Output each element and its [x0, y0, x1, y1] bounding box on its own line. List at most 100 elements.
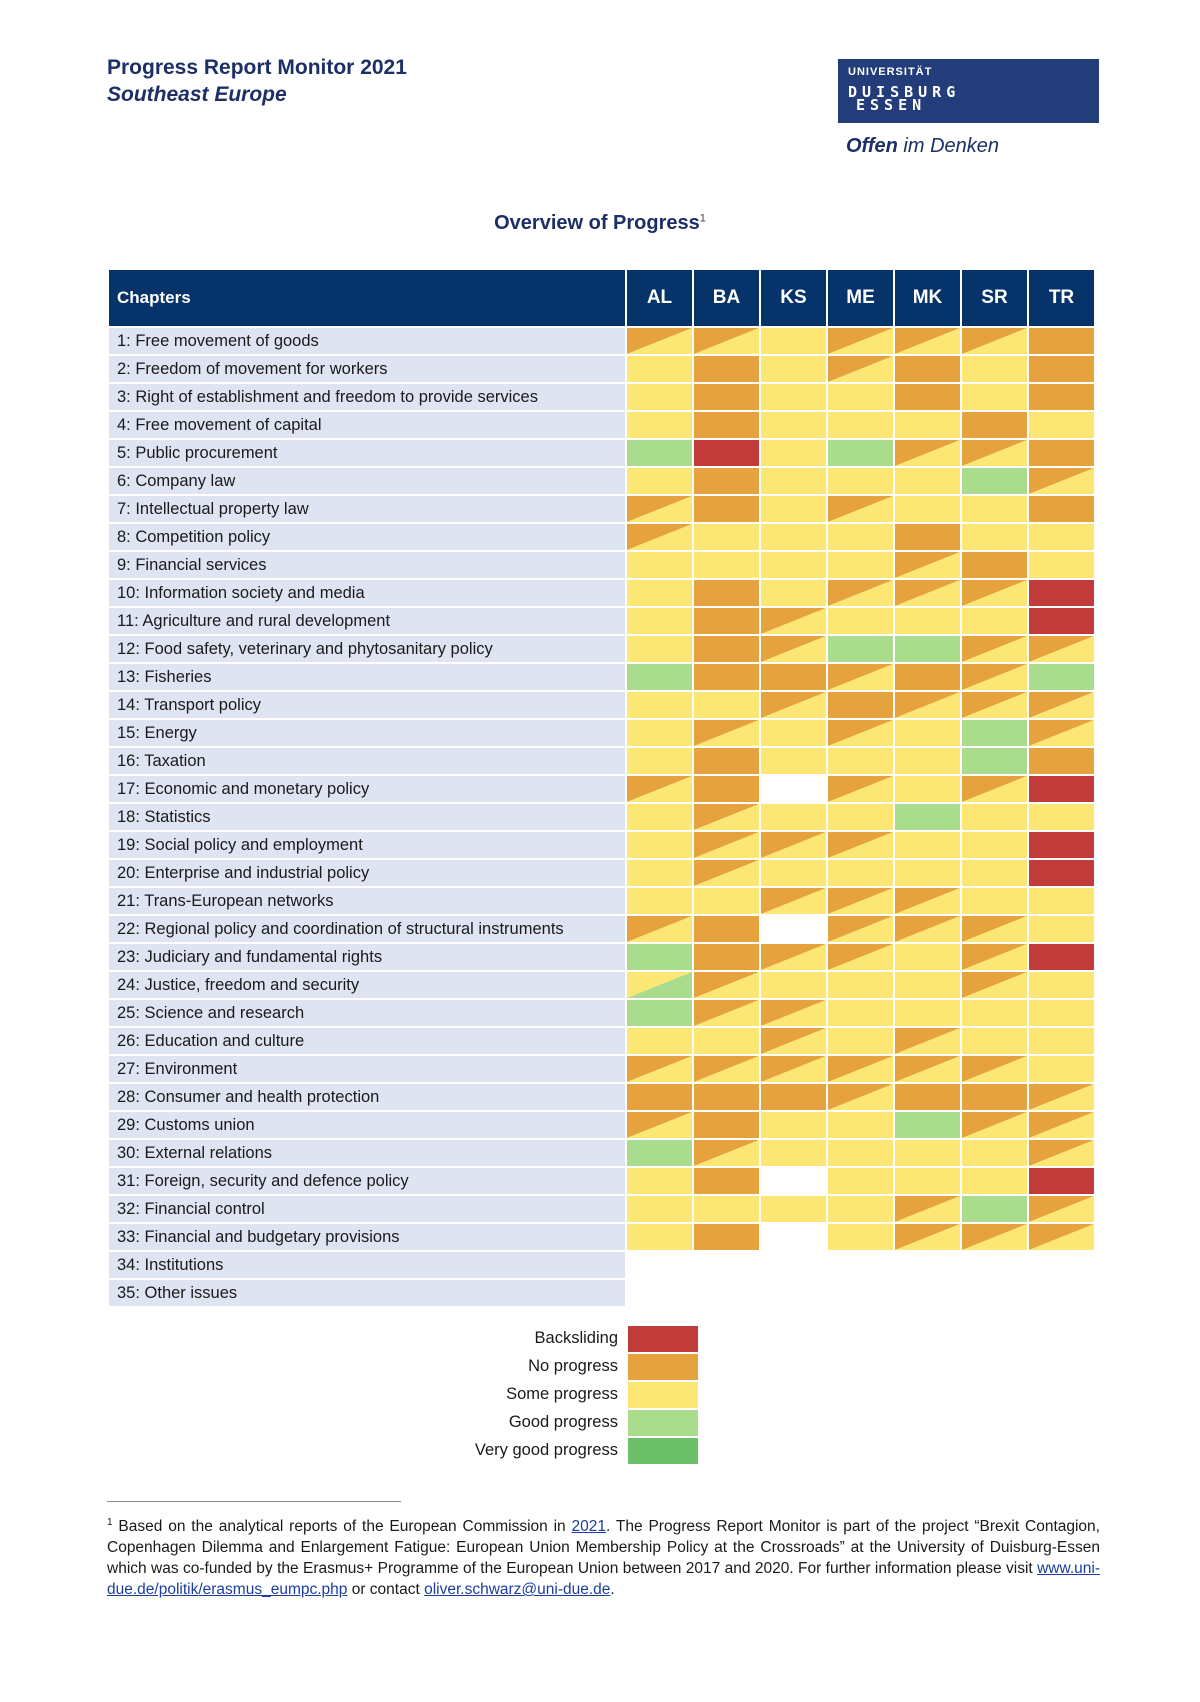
table-row: 29: Customs union: [109, 1112, 1094, 1138]
table-row: 15: Energy: [109, 720, 1094, 746]
rating-cell-ba: [694, 384, 759, 410]
rating-cell-tr: [1029, 776, 1094, 802]
rating-cell-ba: [694, 1280, 759, 1306]
logo-line-1: UNIVERSITÄT: [848, 66, 933, 78]
chapter-label: 24: Justice, freedom and security: [109, 972, 625, 998]
diagonal-rating-icon: [627, 916, 692, 942]
diagonal-rating-icon: [694, 328, 759, 354]
rating-cell-sr: [962, 1140, 1027, 1166]
footnote-link-email[interactable]: oliver.schwarz@uni-due.de: [424, 1581, 611, 1599]
rating-cell-me: [828, 412, 893, 438]
table-row: 11: Agriculture and rural development: [109, 608, 1094, 634]
rating-cell-al: [627, 468, 692, 494]
rating-cell-tr: [1029, 804, 1094, 830]
table-row: 13: Fisheries: [109, 664, 1094, 690]
table-row: 19: Social policy and employment: [109, 832, 1094, 858]
rating-cell-tr: [1029, 860, 1094, 886]
logo-line-2: DUISBURG: [848, 83, 961, 101]
rating-cell-mk: [895, 860, 960, 886]
rating-cell-ba: [694, 636, 759, 662]
rating-cell-ks: [761, 580, 826, 606]
table-header-row: Chapters AL BA KS ME MK SR TR: [109, 270, 1094, 326]
rating-cell-me: [828, 860, 893, 886]
rating-cell-sr: [962, 524, 1027, 550]
rating-cell-tr: [1029, 916, 1094, 942]
rating-cell-sr: [962, 356, 1027, 382]
rating-cell-mk: [895, 608, 960, 634]
rating-cell-ba: [694, 1056, 759, 1082]
footnote-link-website[interactable]: www.uni-due.de/politik/erasmus_eumpc.php: [107, 1560, 1100, 1599]
rating-cell-mk: [895, 832, 960, 858]
rating-cell-al: [627, 832, 692, 858]
rating-cell-me: [828, 944, 893, 970]
rating-cell-ks: [761, 1252, 826, 1278]
footnote-link-2021[interactable]: 2021: [571, 1518, 607, 1536]
rating-cell-tr: [1029, 832, 1094, 858]
diagonal-rating-icon: [828, 496, 893, 522]
slogan-bold: Offen: [846, 135, 898, 157]
rating-cell-tr: [1029, 412, 1094, 438]
country-header-mk: MK: [895, 270, 960, 326]
rating-cell-sr: [962, 1112, 1027, 1138]
diagonal-rating-icon: [627, 328, 692, 354]
rating-cell-tr: [1029, 1084, 1094, 1110]
rating-cell-me: [828, 720, 893, 746]
rating-cell-mk: [895, 524, 960, 550]
legend-item: Good progress: [450, 1410, 698, 1436]
diagonal-rating-icon: [962, 972, 1027, 998]
chapter-label: 34: Institutions: [109, 1252, 625, 1278]
rating-cell-me: [828, 1224, 893, 1250]
rating-cell-sr: [962, 860, 1027, 886]
rating-cell-tr: [1029, 384, 1094, 410]
diagonal-rating-icon: [694, 860, 759, 886]
diagonal-rating-icon: [895, 1224, 960, 1250]
rating-cell-ks: [761, 1224, 826, 1250]
rating-cell-al: [627, 692, 692, 718]
diagonal-rating-icon: [828, 720, 893, 746]
rating-cell-me: [828, 356, 893, 382]
rating-cell-tr: [1029, 664, 1094, 690]
progress-table-body: 1: Free movement of goods 2: Freedom of m…: [109, 328, 1094, 1306]
rating-cell-sr: [962, 944, 1027, 970]
rating-cell-mk: [895, 440, 960, 466]
chapter-label: 25: Science and research: [109, 1000, 625, 1026]
rating-cell-sr: [962, 916, 1027, 942]
table-row: 26: Education and culture: [109, 1028, 1094, 1054]
rating-cell-mk: [895, 384, 960, 410]
rating-cell-me: [828, 636, 893, 662]
rating-cell-ks: [761, 1140, 826, 1166]
diagonal-rating-icon: [1029, 1196, 1094, 1222]
table-row: 5: Public procurement: [109, 440, 1094, 466]
rating-cell-ks: [761, 860, 826, 886]
rating-cell-mk: [895, 1000, 960, 1026]
chapter-label: 7: Intellectual property law: [109, 496, 625, 522]
rating-cell-ba: [694, 692, 759, 718]
rating-cell-ba: [694, 776, 759, 802]
rating-cell-mk: [895, 1140, 960, 1166]
chapter-label: 12: Food safety, veterinary and phytosan…: [109, 636, 625, 662]
rating-cell-mk: [895, 916, 960, 942]
rating-cell-ks: [761, 888, 826, 914]
table-row: 6: Company law: [109, 468, 1094, 494]
rating-cell-ks: [761, 1056, 826, 1082]
country-header-al: AL: [627, 270, 692, 326]
table-row: 20: Enterprise and industrial policy: [109, 860, 1094, 886]
report-title: Progress Report Monitor 2021: [107, 56, 407, 79]
table-row: 34: Institutions: [109, 1252, 1094, 1278]
rating-cell-sr: [962, 580, 1027, 606]
chapter-label: 4: Free movement of capital: [109, 412, 625, 438]
chapter-label: 16: Taxation: [109, 748, 625, 774]
diagonal-rating-icon: [627, 524, 692, 550]
rating-cell-sr: [962, 552, 1027, 578]
rating-cell-al: [627, 552, 692, 578]
rating-cell-me: [828, 664, 893, 690]
rating-cell-ba: [694, 888, 759, 914]
rating-cell-ba: [694, 328, 759, 354]
rating-cell-al: [627, 1028, 692, 1054]
rating-cell-ba: [694, 608, 759, 634]
rating-cell-ks: [761, 1084, 826, 1110]
rating-cell-tr: [1029, 608, 1094, 634]
rating-cell-ba: [694, 1224, 759, 1250]
diagonal-rating-icon: [627, 972, 692, 998]
rating-cell-ks: [761, 1168, 826, 1194]
